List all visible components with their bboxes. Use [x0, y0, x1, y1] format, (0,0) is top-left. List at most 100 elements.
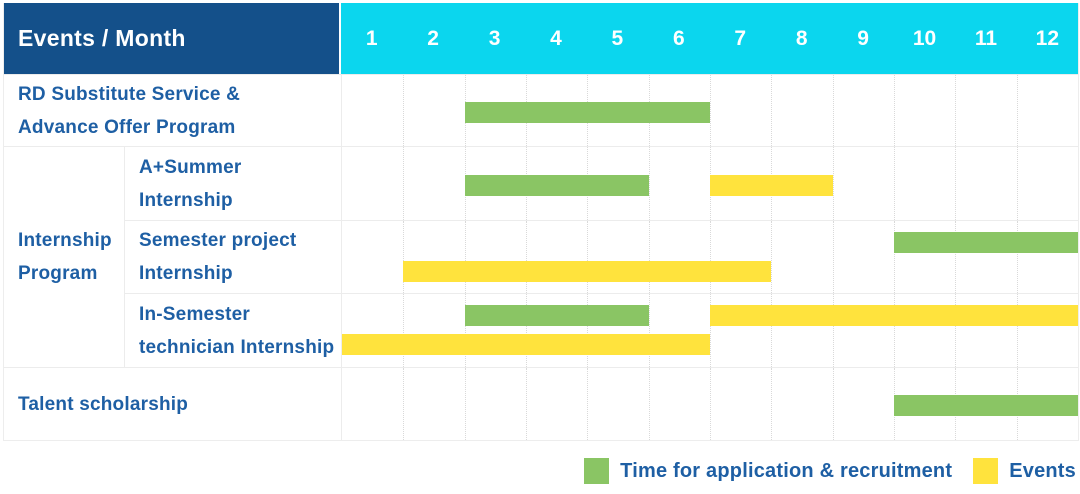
header-events-month-label: Events / Month [18, 25, 186, 51]
event-bar [342, 334, 710, 355]
month-cell [525, 368, 587, 440]
header-events-month: Events / Month [4, 3, 341, 74]
month-cell [587, 294, 648, 367]
month-cell [525, 294, 587, 367]
row-label-rd-substitute: RD Substitute Service & Advance Offer Pr… [4, 74, 341, 146]
month-cell [771, 75, 832, 146]
month-cell [403, 221, 464, 293]
legend-item-application: Time for application & recruitment [584, 458, 952, 484]
event-bar [710, 305, 1078, 326]
month-cell [648, 294, 710, 367]
legend-label-application: Time for application & recruitment [620, 459, 953, 482]
group-label-line: Program [18, 263, 98, 284]
month-header-cell: 10 [912, 26, 937, 50]
row-label-line: RD Substitute Service & [18, 83, 241, 105]
month-cell [832, 147, 894, 220]
application-legend-swatch-icon [584, 458, 610, 484]
row-label-line: technician Internship [139, 336, 335, 358]
month-header-cell: 3 [488, 26, 501, 50]
month-cell [832, 75, 894, 146]
row-label-talent-scholarship: Talent scholarship [4, 367, 341, 440]
month-cell [403, 368, 464, 440]
month-cell [893, 75, 955, 146]
month-header-cell: 9 [857, 26, 869, 50]
month-cell [525, 221, 587, 293]
row-label-line: Semester project [139, 230, 297, 251]
month-cell [342, 368, 403, 440]
month-cell [648, 221, 710, 293]
month-cell [832, 368, 894, 440]
group-label-internship-program: Internship Program [4, 146, 124, 367]
month-header-cell: 7 [734, 26, 747, 50]
month-cell [771, 294, 832, 367]
month-cell [709, 75, 771, 146]
timeline-row-talent-scholarship [341, 367, 1078, 440]
month-header-cell: 5 [611, 26, 624, 50]
month-cell [771, 221, 832, 293]
month-cell [955, 294, 1016, 367]
row-label-line: A+Summer [139, 156, 242, 178]
month-cell [709, 294, 771, 367]
month-header-cell: 2 [427, 26, 439, 50]
month-cell [955, 147, 1016, 220]
month-header-cell: 8 [795, 26, 808, 50]
legend-item-events: Events [973, 458, 1076, 484]
event-bar [710, 174, 833, 196]
month-cell [403, 75, 464, 146]
application-bar [464, 101, 710, 123]
month-cell [709, 221, 771, 293]
month-cell [1016, 294, 1078, 367]
application-bar [894, 395, 1078, 416]
application-bar [464, 174, 649, 196]
month-cell [464, 221, 526, 293]
month-cell [1016, 147, 1078, 220]
month-cell [464, 294, 526, 367]
month-cell [893, 221, 955, 293]
gantt-table: Events / Month 1 2 3 4 5 6 7 8 9 10 11 1… [3, 3, 1079, 441]
row-label-line: Talent scholarship [18, 393, 189, 415]
month-cell [893, 294, 955, 367]
timeline-row-rd-substitute [341, 74, 1078, 146]
month-cell [403, 294, 464, 367]
timeline-row-in-semester-technician [341, 293, 1078, 367]
month-cell [648, 147, 710, 220]
month-cell [832, 221, 894, 293]
event-bar [403, 261, 772, 282]
month-cell [403, 147, 464, 220]
month-cell [955, 221, 1016, 293]
month-header-cell: 4 [550, 26, 562, 50]
timeline-row-a-plus-summer [341, 146, 1078, 220]
row-label-line: Advance Offer Program [18, 116, 236, 138]
row-label-line: In-Semester [139, 303, 250, 325]
month-cell [342, 294, 403, 367]
timeline-row-semester-project [341, 220, 1078, 293]
month-header-cell: 12 [1035, 26, 1060, 50]
row-label-line: Internship [139, 263, 233, 284]
month-cell [771, 368, 832, 440]
month-cell [955, 75, 1016, 146]
month-cell [342, 75, 403, 146]
month-cell [342, 221, 403, 293]
row-label-semester-project: Semester project Internship [124, 220, 341, 293]
application-bar [464, 305, 649, 326]
month-cell [1016, 75, 1078, 146]
month-header-cell: 11 [974, 26, 998, 50]
events-legend-swatch-icon [973, 458, 999, 484]
month-header-cell: 1 [365, 26, 378, 50]
month-cell [587, 368, 648, 440]
month-cell [464, 368, 526, 440]
group-label-line: Internship [18, 230, 112, 251]
month-cell [1016, 221, 1078, 293]
month-header-cell: 6 [672, 26, 685, 50]
month-cell [832, 294, 894, 367]
row-label-line: Internship [139, 189, 233, 211]
month-header-row: 1 2 3 4 5 6 7 8 9 10 11 12 [341, 3, 1078, 74]
application-bar [894, 232, 1078, 253]
month-cell [893, 147, 955, 220]
row-label-a-plus-summer: A+Summer Internship [124, 146, 341, 220]
month-cell [587, 221, 648, 293]
legend: Time for application & recruitment Event… [584, 458, 1076, 484]
month-cell [709, 368, 771, 440]
legend-label-events: Events [1009, 459, 1076, 482]
